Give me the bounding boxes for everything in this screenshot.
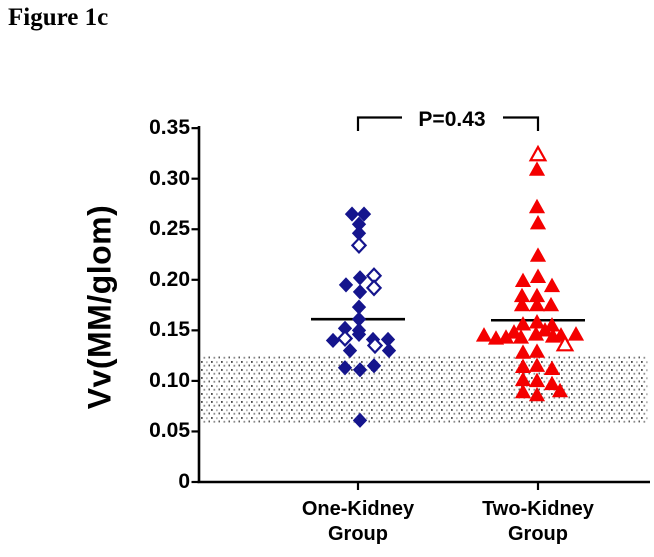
- data-point-triangle: [542, 296, 560, 312]
- figure-label: Figure 1c: [8, 4, 109, 31]
- data-point-triangle: [528, 161, 546, 176]
- data-point-triangle: [528, 296, 546, 312]
- y-tick-label: 0.05: [149, 419, 190, 443]
- x-category-label: One-Kidney Group: [273, 497, 443, 547]
- data-point-triangle: [529, 268, 547, 283]
- data-point-layer: [325, 144, 585, 428]
- data-point-triangle-open: [555, 334, 575, 352]
- data-point-triangle: [514, 272, 532, 288]
- data-point-triangle: [505, 324, 523, 339]
- data-point-diamond: [351, 326, 367, 342]
- reference-band: [200, 355, 648, 425]
- p-value-label: P=0.43: [418, 108, 485, 131]
- significance-bracket: [356, 116, 540, 131]
- data-point-diamond: [344, 206, 360, 222]
- data-point-triangle: [529, 247, 547, 262]
- data-point-triangle: [543, 277, 561, 293]
- x-category-label: Two-Kidney Group: [453, 497, 623, 547]
- data-point-diamond-open: [350, 236, 368, 255]
- data-point-triangle: [528, 357, 546, 372]
- y-tick-label: 0: [178, 470, 190, 493]
- data-point-triangle: [528, 372, 546, 388]
- data-point-diamond: [356, 206, 372, 222]
- data-point-diamond: [381, 342, 397, 359]
- data-point-triangle: [528, 386, 546, 402]
- data-point-triangle: [512, 329, 530, 344]
- data-point-triangle-open: [528, 144, 548, 162]
- y-tick-label: 0.20: [149, 267, 190, 291]
- data-point-diamond: [352, 412, 368, 428]
- x-category-label-line2: Group: [508, 523, 568, 545]
- data-point-triangle: [536, 322, 554, 337]
- data-point-triangle: [543, 375, 561, 391]
- data-point-triangle: [514, 383, 532, 399]
- data-point-triangle: [528, 198, 546, 214]
- data-point-triangle: [475, 327, 493, 342]
- y-tick-label: 0.15: [149, 318, 190, 342]
- data-point-diamond: [337, 360, 353, 376]
- data-point-triangle: [514, 316, 532, 331]
- data-point-diamond: [342, 342, 358, 359]
- data-point-triangle: [543, 360, 561, 375]
- data-point-diamond: [325, 332, 341, 349]
- data-point-diamond-open: [336, 329, 354, 348]
- y-tick-label: 0.35: [149, 116, 190, 140]
- data-point-triangle: [567, 326, 585, 341]
- y-axis-title: Vv(MM/glom): [81, 204, 118, 410]
- data-point-triangle: [528, 343, 546, 358]
- y-tick-label: 0.25: [149, 217, 190, 241]
- data-point-diamond: [352, 362, 368, 378]
- data-point-diamond-open: [365, 279, 383, 297]
- reference-band-layer: [200, 355, 648, 425]
- y-tick-label: 0.10: [149, 368, 190, 392]
- data-point-diamond: [338, 277, 354, 293]
- significance-bracket-layer: P=0.43: [356, 108, 540, 131]
- data-point-triangle: [551, 382, 569, 398]
- data-point-triangle: [514, 344, 532, 359]
- x-category-label-line2: Group: [328, 523, 388, 545]
- data-point-triangle: [513, 296, 531, 312]
- axis-layer: [191, 126, 650, 490]
- data-point-diamond: [352, 270, 368, 286]
- data-point-triangle: [529, 214, 547, 230]
- x-category-label-line1: Two-Kidney: [482, 498, 594, 520]
- x-category-label-line1: One-Kidney: [301, 498, 415, 520]
- data-point-diamond-open: [366, 336, 384, 355]
- data-point-diamond: [352, 284, 368, 300]
- data-point-diamond: [366, 358, 382, 374]
- y-tick-label: 0.30: [149, 166, 190, 190]
